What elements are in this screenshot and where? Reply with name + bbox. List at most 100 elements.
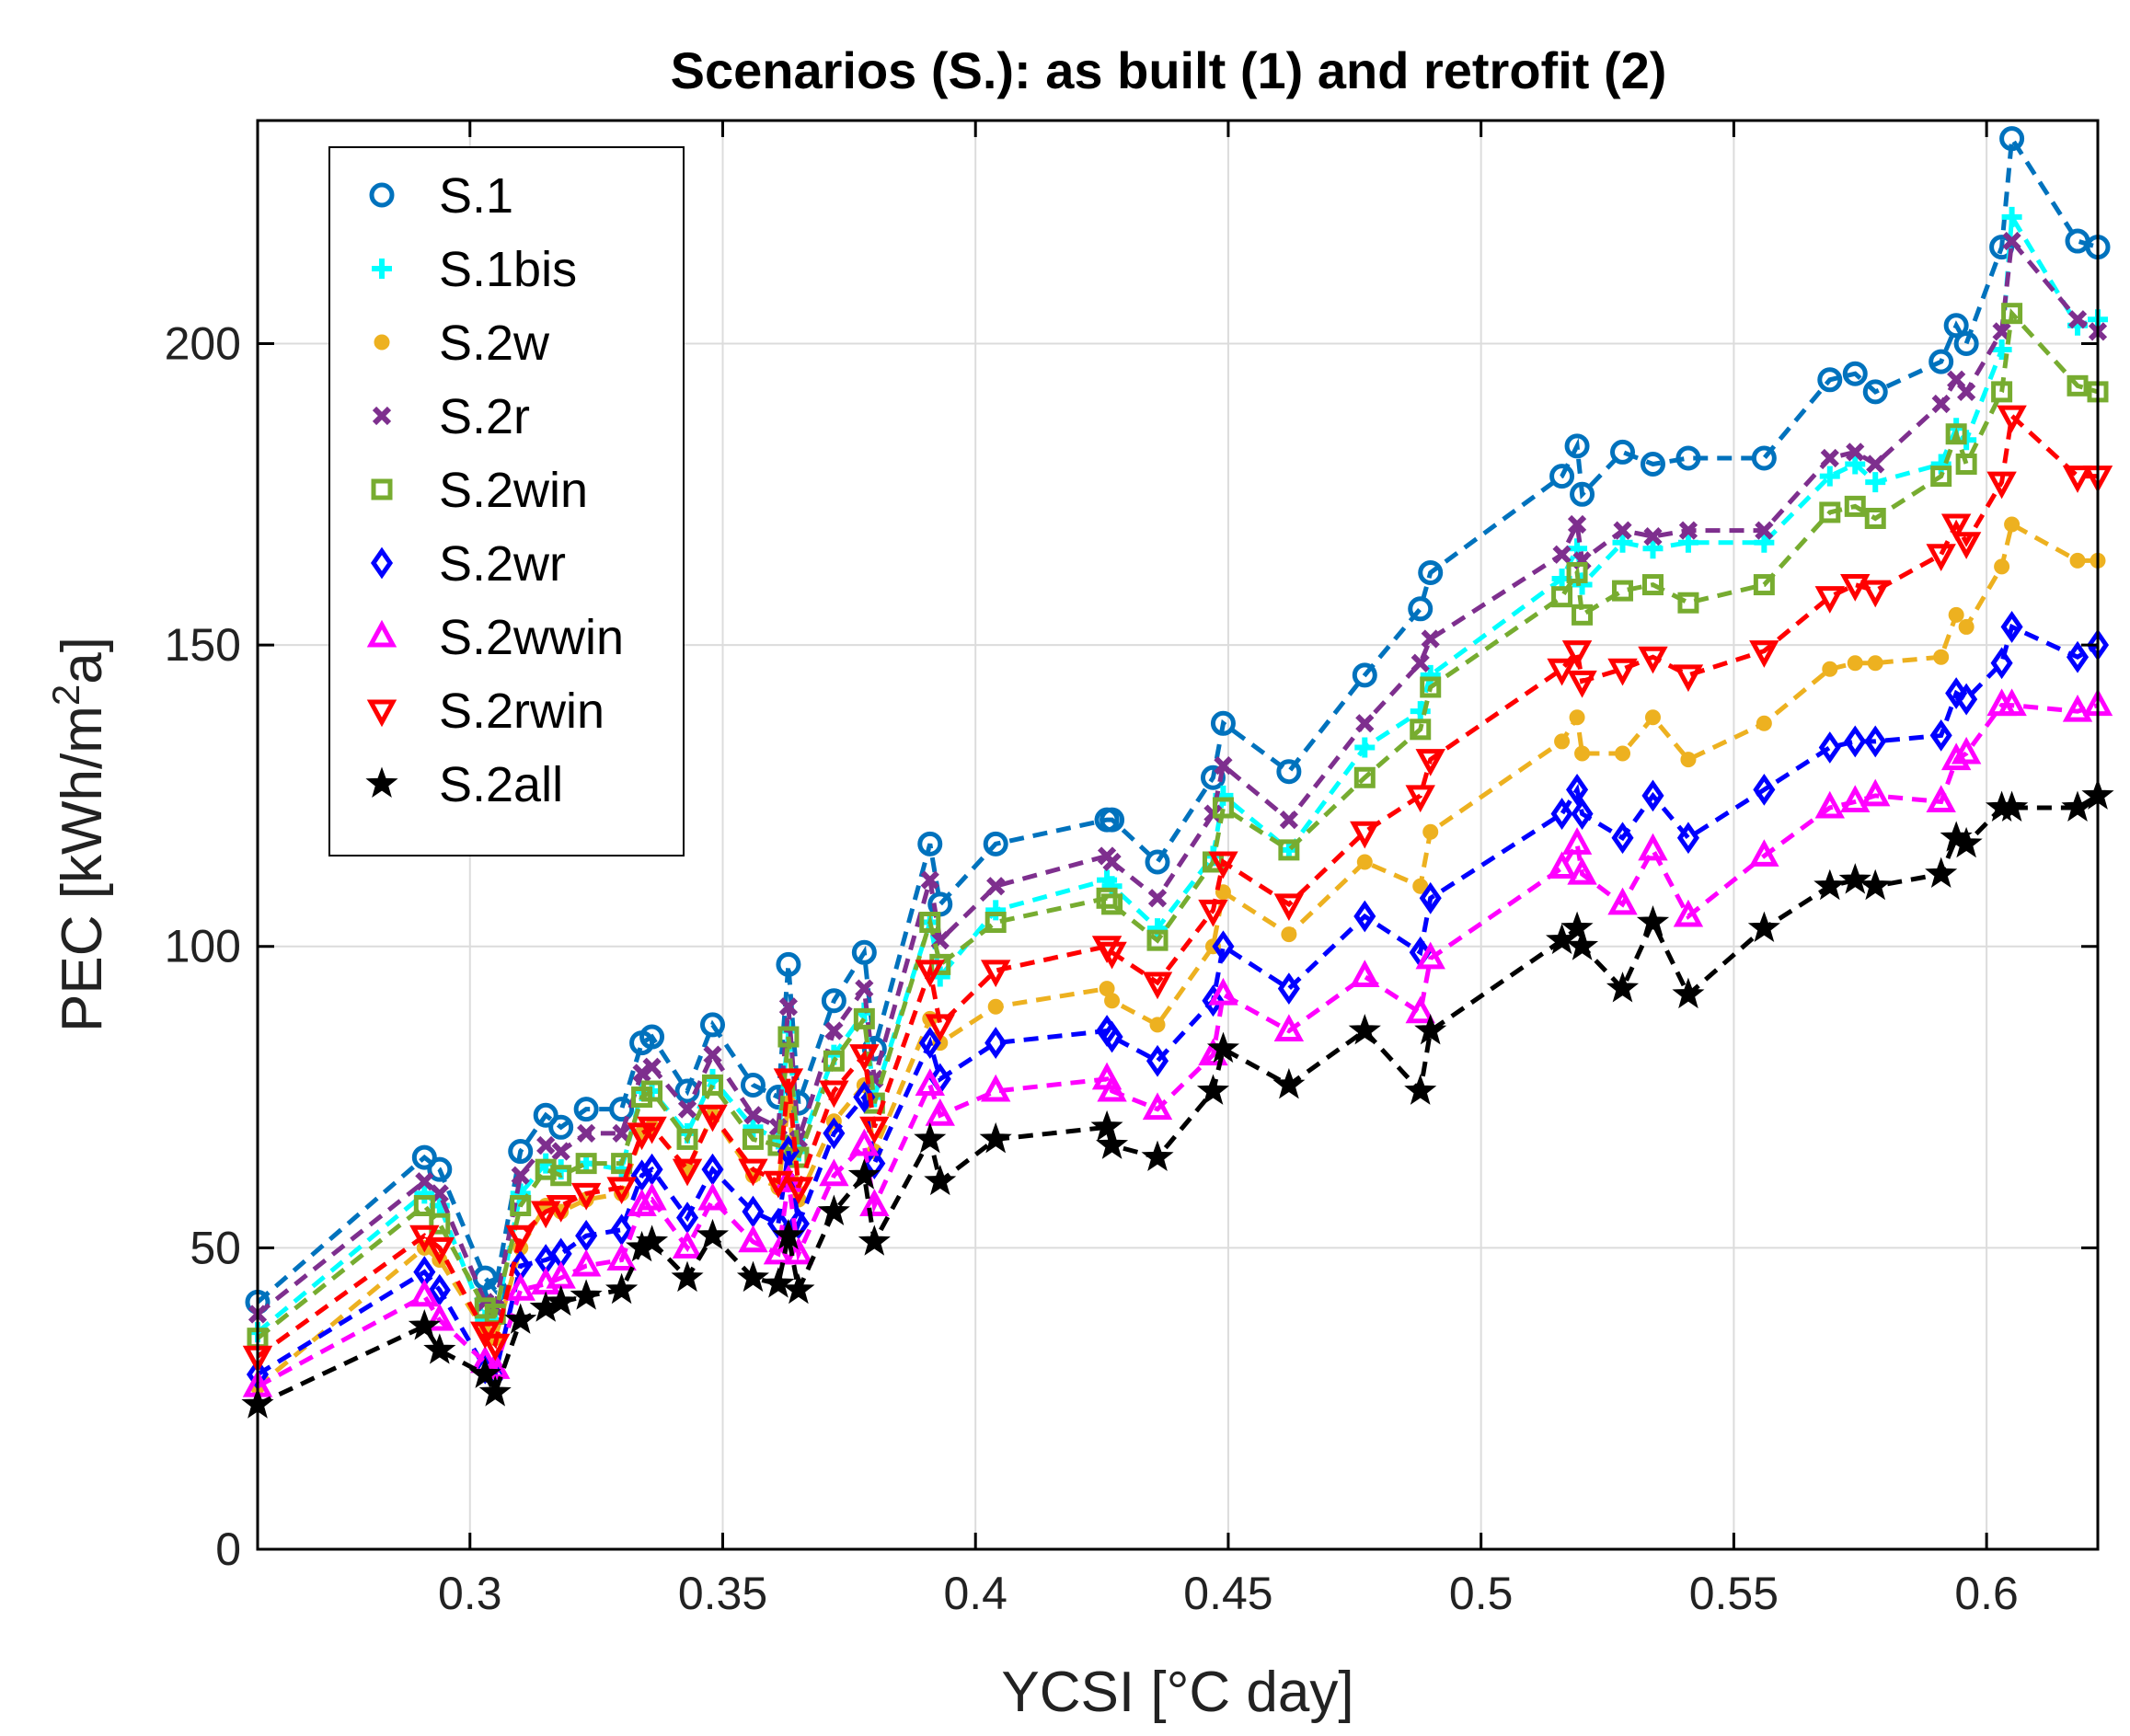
data-point-S.1 [740, 1072, 766, 1098]
data-point-S.2rwin [505, 1224, 535, 1253]
data-point-S.2rwin [480, 1333, 511, 1362]
data-point-S.2rwin [1607, 658, 1638, 686]
data-point-S.2w [2069, 552, 2086, 569]
data-point-S.2rwin [915, 960, 945, 988]
legend: S.1 S.1bis S.2w S.2r S.2win S.2wr S.2wwin S.2rw… [328, 146, 685, 857]
data-point-S.2rwin [1097, 941, 1127, 970]
y-axis-label: PEC [kWh/m2a] [44, 637, 114, 1032]
data-point-S.2all [423, 1333, 456, 1364]
data-point-S.2win [777, 1026, 800, 1048]
data-point-S.2r [1421, 629, 1440, 649]
data-point-S.2wr [1753, 773, 1776, 806]
data-point-S.2r [1846, 443, 1865, 462]
legend-label-S.1bis: S.1bis [439, 242, 577, 297]
data-point-S.2r [1931, 394, 1951, 414]
data-point-S.2wr [675, 1201, 699, 1234]
data-point-S.2r [1820, 448, 1839, 468]
data-point-S.2win [1101, 893, 1123, 915]
data-point-S.2wwin [738, 1224, 768, 1253]
data-point-S.2rwin [2062, 466, 2093, 493]
data-point-S.2wwin [570, 1248, 602, 1277]
data-point-S.2wwin [925, 1098, 955, 1126]
data-point-S.2wr [918, 1027, 941, 1059]
data-point-S.2wwin [859, 1189, 890, 1216]
data-point-S.2wwin [1547, 851, 1577, 879]
data-point-S.1 [609, 1097, 635, 1122]
data-point-S.2rwin [738, 1158, 768, 1187]
series-S.2rwin [242, 405, 2113, 1374]
data-point-S.2wwin [1097, 1074, 1127, 1102]
legend-items: S.1 S.1bis S.2w S.2r S.2win S.2wr S.2wwin S.2rw… [365, 168, 624, 812]
data-point-S.2all [1096, 1128, 1129, 1159]
data-point-S.1bis [1410, 701, 1431, 722]
data-point-S.2all [762, 1267, 795, 1298]
data-point-S.2win [550, 1165, 572, 1187]
legend-marker-S.2r [372, 406, 392, 426]
data-point-S.1 [1210, 710, 1236, 736]
data-point-S.2rwin [783, 1177, 814, 1205]
data-point-S.2r [511, 1166, 530, 1185]
data-point-S.2rwin [763, 1170, 794, 1199]
data-point-S.2wr [1212, 930, 1235, 963]
data-point-S.2all [1206, 1031, 1239, 1063]
data-point-S.2r [1552, 545, 1572, 564]
data-point-S.2rwin [1940, 513, 1972, 542]
plot-frame [256, 119, 2100, 1551]
data-point-S.2r [865, 1069, 884, 1089]
data-point-S.2win [1212, 797, 1234, 819]
data-point-S.2all [1414, 1014, 1447, 1045]
data-point-S.1 [573, 1097, 599, 1122]
data-point-S.2win [1677, 592, 1699, 614]
data-point-S.2r [1755, 521, 1774, 540]
data-point-S.2w [1994, 558, 2010, 575]
data-point-S.2wwin [505, 1273, 535, 1301]
data-point-S.1 [1989, 235, 2015, 260]
data-point-S.1bis [1865, 472, 1886, 493]
data-point-S.2win [1278, 839, 1300, 861]
data-point-S.2wwin [915, 1068, 945, 1096]
data-point-S.1 [1564, 433, 1590, 459]
data-point-S.2rwin [697, 1104, 728, 1132]
data-point-S.2wr [640, 1153, 663, 1186]
data-point-S.2r [612, 1123, 631, 1143]
data-point-S.2wr [766, 1207, 789, 1240]
data-point-S.1bis [1572, 574, 1593, 595]
data-point-S.2rwin [859, 1116, 890, 1144]
data-point-S.2rwin [849, 1044, 880, 1072]
data-point-S.2all [696, 1218, 730, 1250]
data-point-S.2all [858, 1224, 891, 1256]
data-point-S.2wr [428, 1273, 451, 1306]
data-point-S.2win [2067, 374, 2089, 397]
data-point-S.1 [700, 1012, 726, 1038]
data-point-S.2wr [1929, 719, 1952, 752]
data-point-S.1 [1276, 759, 1302, 785]
legend-label-S.1: S.1 [439, 168, 513, 224]
data-point-S.2wr [823, 1117, 846, 1150]
data-point-S.2win [1753, 574, 1775, 596]
data-point-S.1 [1953, 330, 1979, 356]
data-point-S.2all [468, 1357, 501, 1388]
data-point-S.1 [427, 1156, 453, 1182]
data-point-S.2w [1958, 618, 1975, 635]
data-point-S.2wr [2066, 640, 2090, 673]
data-point-S.2rwin [606, 1177, 637, 1205]
data-point-S.2all [478, 1375, 512, 1407]
data-point-S.2win [575, 1153, 597, 1175]
data-point-S.2r [1410, 653, 1430, 673]
data-point-S.2rwin [1142, 971, 1173, 1000]
data-point-S.1 [1842, 361, 1868, 386]
data-point-S.2win [2001, 303, 2023, 325]
y-tick-label: 50 [190, 1222, 241, 1273]
data-point-S.2wwin [1142, 1092, 1173, 1121]
data-point-S.2r [1214, 756, 1233, 776]
data-point-S.2wr [2000, 611, 2023, 643]
data-point-S.2all [736, 1260, 769, 1293]
data-point-S.2wr [575, 1219, 598, 1252]
data-point-S.1 [851, 939, 877, 965]
data-point-S.2r [824, 1021, 844, 1040]
data-point-S.1 [1751, 445, 1777, 471]
data-point-S.1bis [1642, 538, 1664, 559]
data-point-S.2all [1996, 790, 2029, 822]
data-point-S.2r [2067, 310, 2088, 329]
